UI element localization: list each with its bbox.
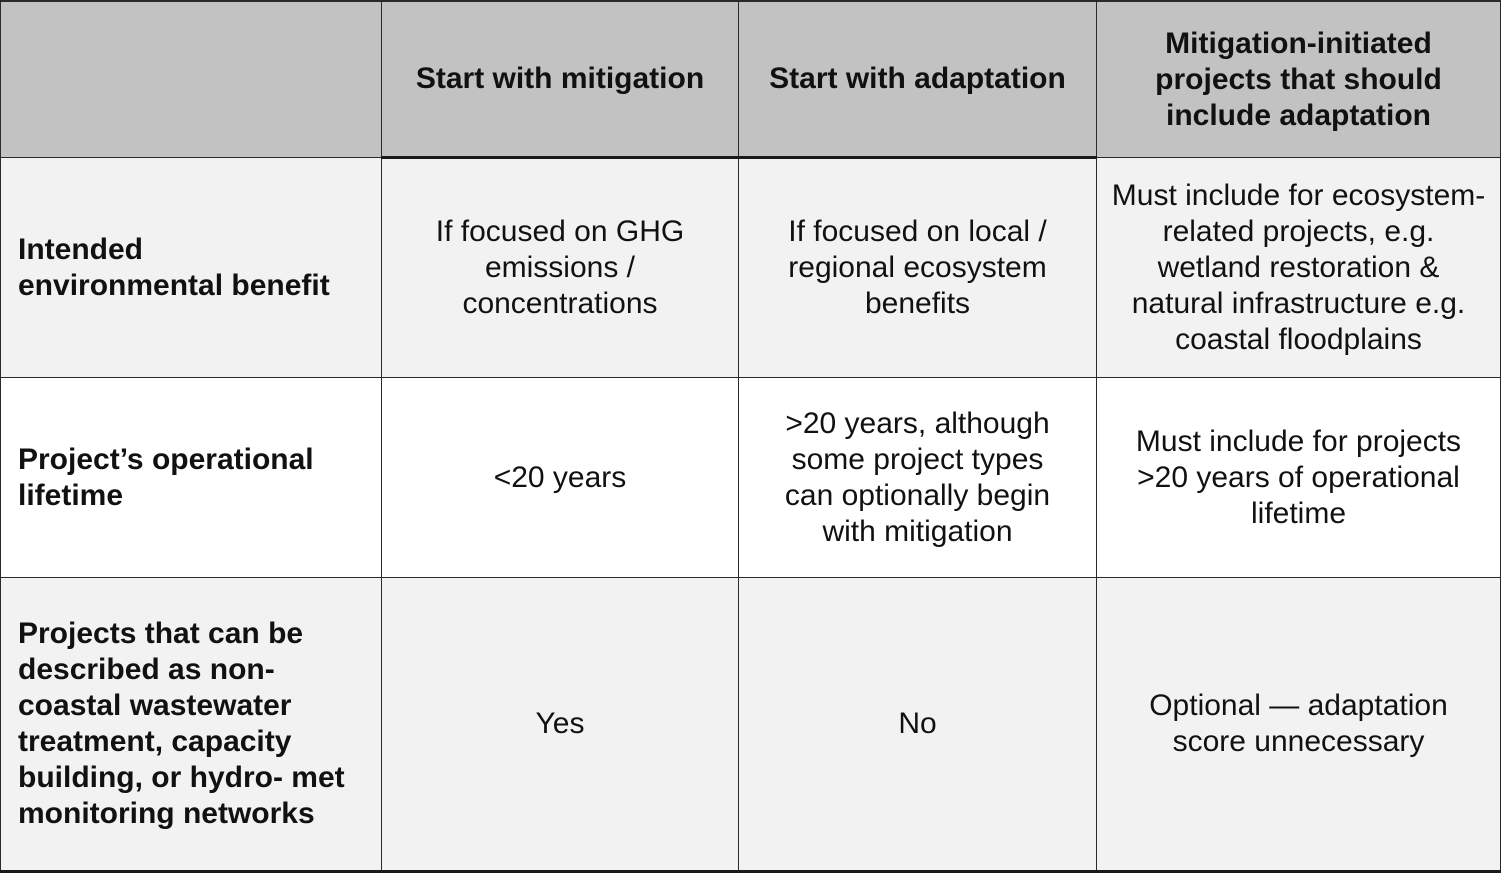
cell-combined-environmental-benefit: Must include for ecosystem- related proj… (1096, 157, 1501, 378)
header-start-with-adaptation: Start with adaptation (738, 0, 1097, 159)
table-row: Project’s operational lifetime <20 years… (0, 377, 1501, 578)
header-mitigation-initiated-projects: Mitigation-initiated projects that shoul… (1096, 0, 1501, 158)
row-label-operational-lifetime: Project’s operational lifetime (0, 377, 382, 578)
cell-mitigation-operational-lifetime: <20 years (381, 377, 739, 578)
row-label-environmental-benefit: Intended environmental benefit (0, 157, 382, 378)
cell-combined-non-coastal-projects: Optional — adaptation score unnecessary (1096, 577, 1501, 873)
header-start-with-mitigation: Start with mitigation (381, 0, 739, 159)
cell-adaptation-non-coastal-projects: No (738, 577, 1097, 873)
row-label-non-coastal-projects: Projects that can be described as non-co… (0, 577, 382, 873)
cell-adaptation-environmental-benefit: If focused on local / regional ecosystem… (738, 157, 1097, 378)
header-corner-cell (0, 0, 382, 158)
cell-combined-operational-lifetime: Must include for projects >20 years of o… (1096, 377, 1501, 578)
header-row: Start with mitigation Start with adaptat… (0, 0, 1501, 159)
cell-adaptation-operational-lifetime: >20 years, although some project types c… (738, 377, 1097, 578)
table-row: Projects that can be described as non-co… (0, 577, 1501, 873)
cell-mitigation-environmental-benefit: If focused on GHG emissions / concentrat… (381, 157, 739, 378)
cell-mitigation-non-coastal-projects: Yes (381, 577, 739, 873)
table-row: Intended environmental benefit If focuse… (0, 157, 1501, 378)
